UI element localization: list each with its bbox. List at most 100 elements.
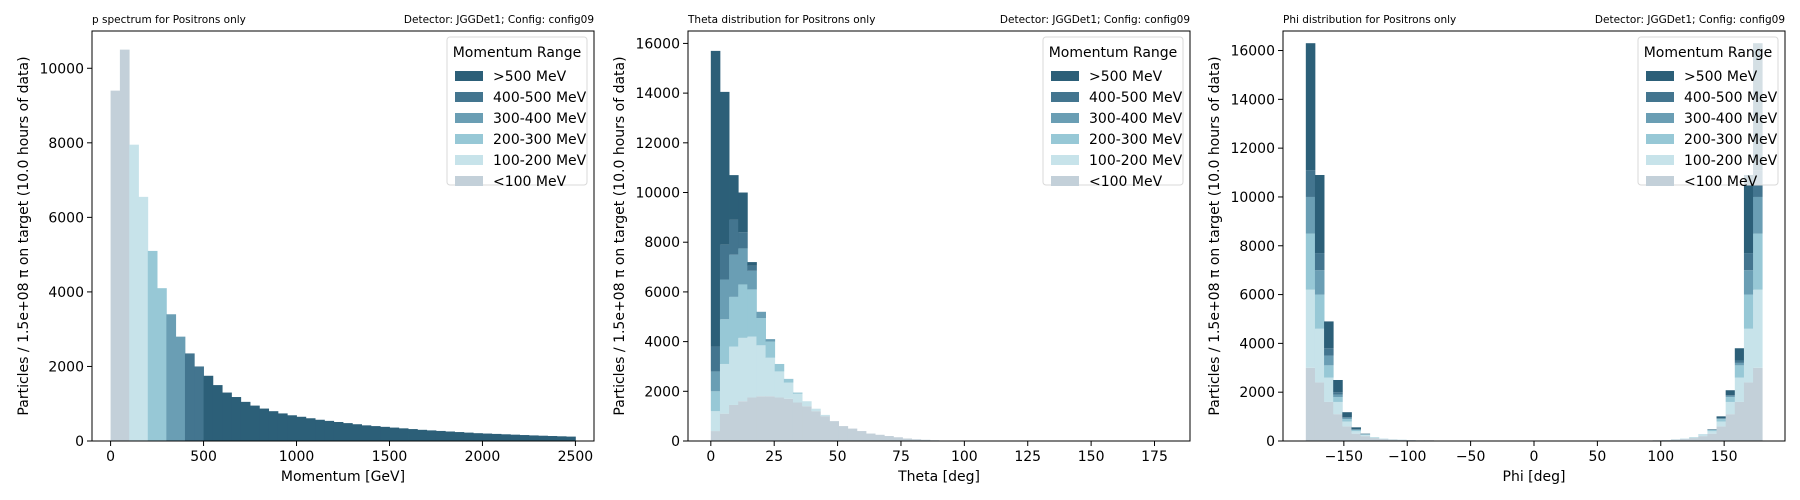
y-tick-label: 12000 [1230, 141, 1275, 157]
bar-segment [1324, 348, 1334, 356]
bar-segment [1734, 377, 1745, 402]
x-tick-label: 2500 [558, 449, 594, 465]
y-tick-label: 0 [1266, 434, 1275, 450]
bars [110, 49, 576, 441]
bar-segment [1716, 421, 1727, 427]
bar-segment [1314, 294, 1325, 329]
bar-segment [756, 396, 766, 441]
legend-label: 200-300 MeV [1089, 132, 1183, 148]
bar-segment [738, 337, 748, 402]
bar [547, 436, 558, 441]
bar-segment [765, 357, 776, 397]
bar [473, 433, 483, 441]
chart-subtitle: Detector: JGGDet1; Config: config09 [404, 14, 594, 26]
chart-title: p spectrum for Positrons only [92, 14, 246, 26]
bar-segment [747, 336, 757, 398]
bar-segment [856, 431, 867, 441]
bar-segment [1725, 401, 1736, 415]
bar-segment [1369, 437, 1380, 439]
y-tick-label: 4000 [48, 285, 84, 301]
bar-segment [1689, 437, 1699, 439]
legend-swatch [455, 176, 483, 186]
y-tick-label: 12000 [635, 136, 680, 152]
bar-segment [1743, 294, 1754, 329]
bar-segment [719, 91, 730, 245]
legend-title: Momentum Range [453, 45, 582, 61]
bar [398, 428, 409, 441]
bar-segment [1698, 434, 1708, 437]
legend-swatch [455, 71, 483, 81]
bar [491, 433, 502, 441]
bar-segment [756, 311, 766, 318]
bar-segment [729, 175, 739, 220]
bar [212, 385, 223, 441]
bar-segment [729, 296, 739, 347]
bar-segment [792, 402, 803, 441]
bar [528, 435, 539, 441]
bar-segment [1305, 43, 1316, 171]
bar [222, 392, 232, 441]
bar-segment [1689, 438, 1699, 441]
bar-segment [1333, 397, 1343, 402]
bar [463, 432, 474, 441]
bar-segment [1734, 360, 1745, 363]
bar-segment [1305, 196, 1316, 234]
x-tick-label: 0 [106, 449, 115, 465]
bar-segment [1360, 436, 1371, 441]
bar [203, 375, 214, 441]
bar-segment [1324, 377, 1334, 402]
bar-segment [792, 392, 803, 394]
bar-segment [1743, 382, 1754, 441]
legend-swatch [1051, 92, 1079, 102]
bar [184, 353, 195, 441]
bar-segment [1716, 416, 1727, 419]
y-tick-label: 6000 [644, 285, 680, 301]
legend-swatch [455, 92, 483, 102]
bar-segment [1351, 430, 1361, 432]
bar [361, 425, 372, 441]
bar-segment [875, 434, 885, 441]
bar [194, 366, 204, 441]
bar-segment [1324, 321, 1334, 349]
bar [417, 429, 428, 441]
x-tick-label: −100 [1388, 449, 1426, 465]
y-tick-label: 4000 [644, 335, 680, 351]
x-tick-label: 100 [951, 449, 978, 465]
bar [277, 413, 288, 441]
bar-segment [729, 219, 739, 255]
legend-label: 400-500 MeV [493, 90, 587, 106]
axes-frame [91, 30, 595, 442]
bar [454, 432, 465, 441]
bar-segment [865, 433, 876, 441]
x-tick-label: 500 [190, 449, 217, 465]
bar-segment [729, 254, 739, 297]
bar-segment [747, 265, 757, 271]
bar-segment [1305, 170, 1316, 197]
x-tick-label: 25 [765, 449, 783, 465]
legend-swatch [1646, 71, 1674, 81]
bar-segment [1725, 397, 1736, 402]
legend-title: Momentum Range [1644, 45, 1773, 61]
x-tick-label: 175 [1141, 449, 1168, 465]
chart-title: Phi distribution for Positrons only [1283, 14, 1456, 26]
legend-swatch [1646, 176, 1674, 186]
x-tick-label: 150 [1711, 449, 1738, 465]
y-axis-label: Particles / 1.5e+08 π on target (10.0 ho… [612, 56, 628, 415]
legend-swatch [1051, 113, 1079, 123]
legend-label: >500 MeV [1684, 69, 1758, 85]
bar [566, 436, 576, 441]
y-tick-label: 14000 [1230, 92, 1275, 108]
legend-swatch [1051, 134, 1079, 144]
bar-segment [710, 346, 721, 372]
bar [305, 418, 316, 441]
y-tick-label: 2000 [48, 359, 84, 375]
bar-segment [1314, 328, 1325, 383]
legend-label: >500 MeV [1089, 69, 1163, 85]
bar-segment [1753, 233, 1763, 290]
bar-segment [1333, 379, 1343, 393]
legend-label: 100-200 MeV [1684, 153, 1778, 169]
bar [380, 426, 390, 441]
bars [710, 50, 940, 441]
bar-segment [1342, 412, 1352, 418]
